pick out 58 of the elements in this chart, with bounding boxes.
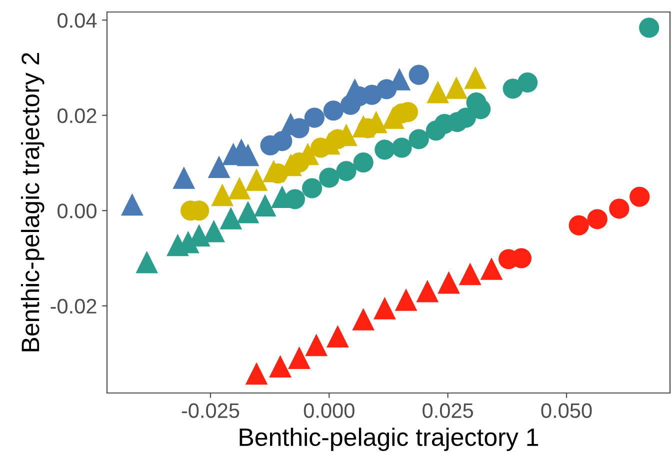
point	[408, 129, 429, 150]
point	[136, 250, 158, 274]
x-tick-label: 0.025	[422, 403, 474, 418]
point	[120, 193, 144, 216]
point	[394, 288, 418, 311]
point	[568, 215, 589, 236]
point	[268, 163, 288, 184]
y-tick-label: 0.02	[58, 108, 96, 124]
point	[211, 184, 234, 206]
point	[438, 271, 460, 294]
x-tick-label: 0.050	[541, 403, 592, 418]
point	[236, 200, 260, 224]
point	[302, 178, 322, 198]
point	[609, 198, 630, 219]
point	[323, 100, 344, 121]
point	[426, 80, 450, 104]
point	[352, 308, 375, 330]
y-tick-label: 0.00	[58, 204, 96, 218]
point	[220, 207, 242, 230]
x-tick-label: -0.025	[182, 403, 240, 418]
point	[272, 131, 292, 152]
point	[269, 355, 292, 378]
point	[358, 118, 378, 138]
point	[172, 166, 196, 189]
point	[326, 325, 349, 348]
point	[319, 168, 340, 188]
x-tick-label: 0.000	[304, 403, 354, 418]
point	[353, 152, 374, 173]
point	[336, 161, 356, 182]
point	[376, 79, 397, 100]
point	[464, 66, 487, 89]
point	[245, 168, 268, 191]
point	[445, 76, 468, 99]
point	[245, 362, 268, 385]
x-axis-title: Benthic-pelagic trajectory 1	[240, 428, 538, 452]
point	[228, 177, 251, 200]
point	[458, 262, 482, 286]
point	[480, 258, 503, 280]
point	[408, 64, 429, 85]
point	[587, 209, 608, 230]
y-tick-label: -0.02	[50, 298, 96, 314]
y-axis-title: Benthic-pelagic trajectory 2	[20, 52, 44, 352]
y-tick-label: 0.04	[58, 13, 97, 28]
point	[374, 140, 395, 160]
point	[236, 144, 260, 166]
point	[304, 108, 325, 128]
point	[392, 138, 412, 158]
point	[416, 280, 439, 302]
point	[630, 186, 650, 207]
point	[254, 194, 276, 217]
point	[456, 108, 476, 128]
point	[284, 189, 306, 210]
point	[208, 156, 230, 178]
point	[374, 297, 396, 320]
point	[518, 72, 538, 93]
point	[305, 334, 328, 356]
point	[288, 346, 310, 369]
point	[639, 18, 660, 38]
